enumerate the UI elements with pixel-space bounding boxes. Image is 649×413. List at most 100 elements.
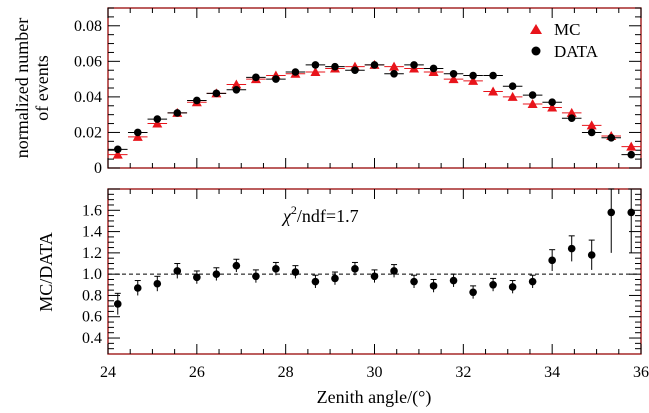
data-point [449, 69, 458, 78]
data-point [113, 145, 122, 154]
data-point [508, 82, 517, 91]
data-point [351, 66, 359, 75]
top-y-axis-title: normalized number of events [12, 18, 52, 158]
data-point [153, 115, 162, 123]
ratio-point [587, 251, 596, 259]
legend: MC DATA [530, 20, 599, 61]
data-point [291, 68, 300, 76]
data-point [587, 128, 596, 137]
ratio-point [133, 284, 142, 292]
legend-label-mc: MC [554, 20, 580, 39]
bottom-panel: 0.4 0.6 0.8 1.0 1.2 1.4 1.6 24 26 28 30 32 34 36 MC/… [36, 188, 649, 408]
mc-point [586, 120, 597, 130]
x-tick-label: 34 [544, 364, 560, 381]
ratio-point [252, 272, 260, 281]
data-point [489, 71, 497, 80]
ratio-point [212, 270, 221, 278]
ratio-point [272, 265, 280, 273]
top-panel: 0 0.02 0.04 0.06 0.08 normalized number of e… [12, 7, 642, 177]
chi2-rest: /ndf=1.7 [297, 206, 359, 226]
bottom-y-tick-label: 1.4 [82, 224, 102, 241]
ratio-point [232, 261, 241, 270]
mc-point [566, 107, 577, 117]
ratio-point [627, 208, 636, 217]
legend-marker-data [531, 46, 541, 56]
mc-point [468, 75, 479, 85]
mc-point [231, 79, 242, 89]
ratio-point [193, 273, 201, 282]
ratio-point [607, 208, 616, 217]
data-point [469, 71, 477, 80]
ratio-point [173, 267, 182, 275]
ratio-point [429, 282, 438, 290]
bottom-y-tick-label: 0.6 [82, 309, 102, 326]
mc-point [112, 149, 123, 159]
data-point [390, 69, 398, 78]
mc-point [132, 131, 143, 141]
x-tick-label: 32 [455, 364, 471, 381]
mc-point [547, 102, 558, 112]
top-y-tick-label: 0.06 [74, 53, 102, 70]
data-point [410, 61, 418, 69]
top-y-axis-title-line2: of events [32, 55, 52, 120]
bottom-y-ticks: 0.4 0.6 0.8 1.0 1.2 1.4 1.6 [82, 188, 641, 350]
x-tick-label: 28 [278, 364, 294, 381]
ratio-point [508, 283, 517, 291]
data-point [311, 61, 320, 69]
bottom-x-ticks: 24 26 28 30 32 34 36 [100, 189, 649, 381]
top-y-tick-label: 0.02 [74, 124, 102, 141]
data-point [528, 91, 537, 99]
top-y-ticks: 0 0.02 0.04 0.06 0.08 [74, 7, 641, 177]
top-x-ticks [107, 8, 642, 168]
data-point [212, 89, 221, 98]
bottom-y-tick-label: 1.2 [82, 245, 102, 262]
ratio-point [351, 265, 359, 273]
mc-point [626, 141, 637, 151]
bottom-y-tick-label: 1.6 [82, 202, 102, 219]
legend-marker-mc [530, 24, 542, 34]
bottom-y-axis-title: MC/DATA [36, 232, 56, 312]
ratio-point [469, 288, 477, 297]
mc-point [152, 118, 163, 128]
bottom-series [113, 188, 636, 315]
data-point [232, 85, 241, 94]
ratio-point [331, 274, 339, 283]
data-point [548, 98, 556, 107]
x-tick-label: 26 [189, 364, 205, 381]
chi2-annotation: χ2/ndf=1.7 [281, 203, 359, 226]
x-axis-title: Zenith angle/(°) [317, 387, 432, 408]
data-point [193, 96, 201, 105]
mc-point [448, 74, 459, 84]
ratio-point [291, 268, 300, 276]
data-point [607, 133, 616, 142]
top-y-axis-title-line1: normalized number [12, 18, 32, 158]
data-point [252, 73, 260, 82]
bottom-y-tick-label: 0.8 [82, 287, 102, 304]
ratio-point [113, 300, 122, 308]
top-y-tick-label: 0 [94, 160, 102, 177]
mc-point [527, 99, 538, 108]
ratio-point [489, 281, 497, 289]
mc-point [507, 91, 518, 101]
ratio-point [311, 277, 320, 286]
legend-label-data: DATA [554, 42, 599, 61]
ratio-point [548, 256, 556, 265]
ratio-point [567, 244, 576, 253]
mc-point [389, 61, 400, 71]
bottom-y-tick-label: 1.0 [82, 266, 102, 283]
ratio-point [410, 277, 418, 286]
ratio-point [370, 272, 379, 281]
data-point [331, 62, 339, 71]
data-point [567, 114, 576, 123]
chi2-symbol: χ [281, 206, 292, 226]
data-point [627, 150, 636, 159]
top-series [108, 59, 641, 159]
top-y-tick-label: 0.04 [74, 89, 102, 106]
x-tick-label: 30 [367, 364, 383, 381]
ratio-point [390, 267, 398, 275]
bottom-y-tick-label: 0.4 [82, 330, 102, 347]
top-y-tick-label: 0.08 [74, 18, 102, 35]
x-tick-label: 24 [100, 364, 116, 381]
data-point [429, 64, 438, 73]
